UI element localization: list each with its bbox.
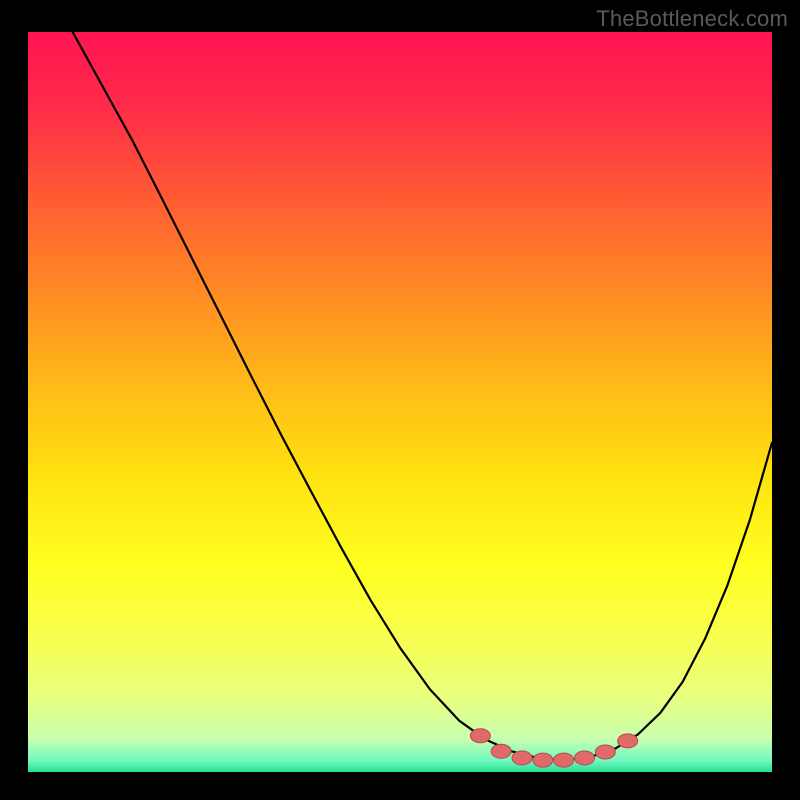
optimal-marker: [470, 729, 490, 743]
chart-svg: [28, 32, 772, 772]
bottleneck-chart: [28, 32, 772, 772]
watermark-label: TheBottleneck.com: [596, 6, 788, 32]
optimal-marker: [618, 734, 638, 748]
optimal-marker: [491, 744, 511, 758]
optimal-marker: [595, 745, 615, 759]
optimal-marker: [575, 751, 595, 765]
optimal-marker: [512, 751, 532, 765]
chart-background: [28, 32, 772, 772]
optimal-marker: [554, 753, 574, 767]
optimal-marker: [533, 753, 553, 767]
